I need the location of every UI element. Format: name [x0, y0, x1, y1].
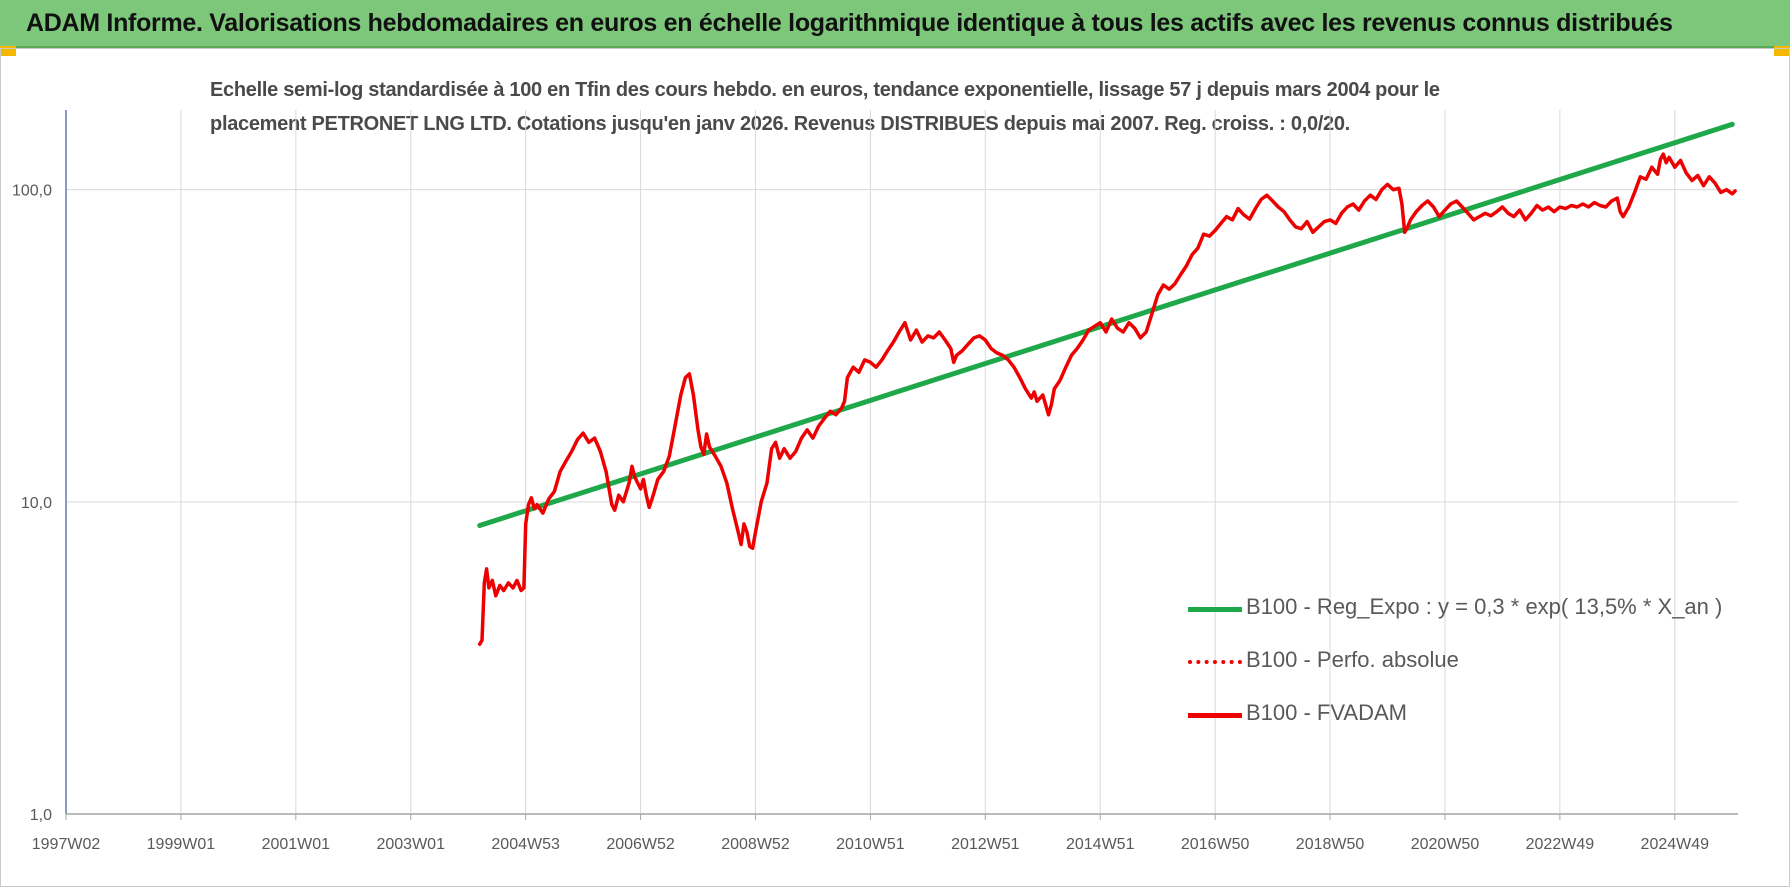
legend-swatch-trend: [1188, 607, 1242, 612]
x-tick-label-12: 2020W50: [1411, 836, 1480, 853]
x-tick-label-2: 2001W01: [262, 836, 331, 853]
y-tick-label-0: 1,0: [30, 807, 52, 824]
corner-marker-left: [0, 46, 16, 56]
legend-label-trend: B100 - Reg_Expo : y = 0,3 * exp( 13,5% *…: [1246, 594, 1723, 619]
x-tick-label-8: 2012W51: [951, 836, 1020, 853]
x-tick-label-7: 2010W51: [836, 836, 905, 853]
legend-swatch-absolute: [1188, 660, 1242, 664]
y-tick-label-2: 100,0: [12, 183, 52, 200]
x-tick-label-13: 2022W49: [1526, 836, 1595, 853]
x-tick-label-14: 2024W49: [1641, 836, 1710, 853]
title-bar: ADAM Informe. Valorisations hebdomadaire…: [0, 0, 1790, 48]
x-tick-label-6: 2008W52: [721, 836, 790, 853]
corner-marker-right: [1774, 46, 1790, 56]
x-tick-label-1: 1999W01: [147, 836, 216, 853]
x-tick-label-10: 2016W50: [1181, 836, 1250, 853]
x-tick-label-3: 2003W01: [376, 836, 445, 853]
series-line-trend: [477, 121, 1735, 528]
chart-subtitle-line-1: Echelle semi-log standardisée à 100 en T…: [210, 79, 1440, 101]
legend-label-fvadam: B100 - FVADAM: [1246, 700, 1407, 725]
chart-subtitle-line-2: placement PETRONET LNG LTD. Cotations ju…: [210, 113, 1350, 135]
series-line-fvadam: [477, 152, 1737, 646]
x-tick-label-9: 2014W51: [1066, 836, 1135, 853]
y-tick-label-1: 10,0: [21, 495, 52, 512]
x-tick-label-4: 2004W53: [491, 836, 560, 853]
x-tick-label-0: 1997W02: [32, 836, 101, 853]
legend-swatch-fvadam: [1188, 713, 1242, 718]
page-title: ADAM Informe. Valorisations hebdomadaire…: [26, 9, 1673, 37]
legend-label-absolute: B100 - Perfo. absolue: [1246, 647, 1459, 672]
x-tick-label-11: 2018W50: [1296, 836, 1365, 853]
x-tick-label-5: 2006W52: [606, 836, 675, 853]
